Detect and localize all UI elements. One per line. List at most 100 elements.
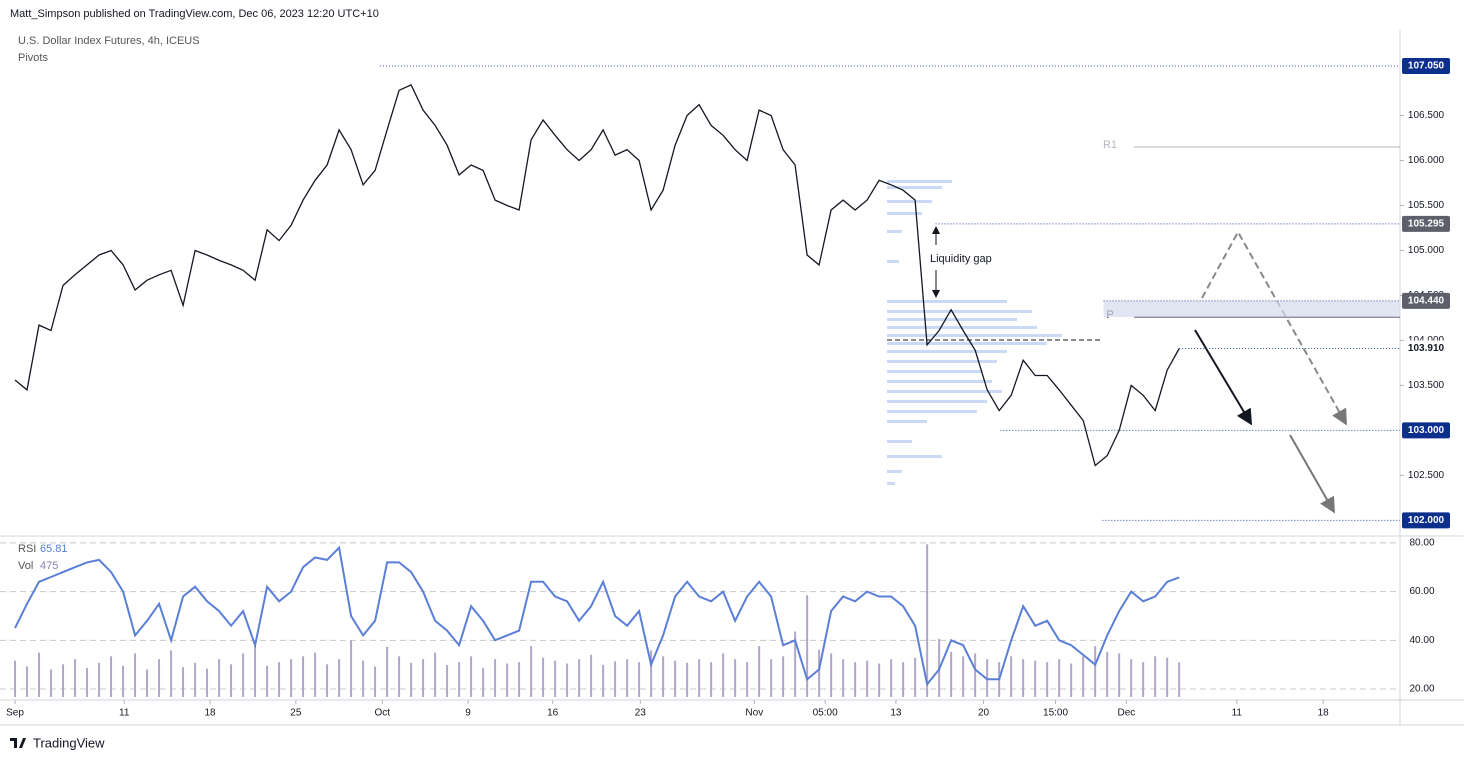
volume-bar xyxy=(254,646,257,697)
volume-bar xyxy=(974,653,977,697)
volume-bar xyxy=(326,664,329,697)
volume-bar xyxy=(542,657,545,697)
volume-bar xyxy=(110,656,113,697)
volume-bar xyxy=(1106,651,1109,697)
vol-label: Vol xyxy=(18,560,33,572)
volume-bar xyxy=(878,663,881,697)
y-tick-label: 106.000 xyxy=(1408,155,1445,166)
volume-bar xyxy=(758,646,761,697)
x-tick-label: 13 xyxy=(890,708,902,719)
volume-bar xyxy=(962,656,965,697)
price-label: 105.295 xyxy=(1408,219,1445,230)
volume-bar xyxy=(50,669,53,697)
x-tick-label: 11 xyxy=(119,708,130,719)
projection-arrow xyxy=(1194,329,1253,426)
volume-bar xyxy=(818,649,821,697)
logo: TradingView xyxy=(10,735,105,750)
volume-bar xyxy=(806,595,809,697)
volume-bar xyxy=(506,663,509,697)
x-tick-label: 11 xyxy=(1232,708,1243,719)
volume-bar xyxy=(122,665,125,697)
volume-bar xyxy=(278,662,281,697)
volume-bar xyxy=(446,665,449,697)
x-tick-label: 15:00 xyxy=(1043,708,1068,719)
volume-bar xyxy=(854,662,857,697)
volume-bar xyxy=(866,660,869,697)
pivot-label: R1 xyxy=(1103,139,1117,151)
volume-bar xyxy=(554,660,557,697)
x-tick-label: 23 xyxy=(635,708,647,719)
volume-bar xyxy=(518,662,521,697)
y-tick-label: 105.500 xyxy=(1408,200,1445,211)
x-tick-label: Sep xyxy=(6,708,24,719)
projection-arrow xyxy=(1289,434,1335,514)
volume-bar xyxy=(950,651,953,697)
volume-bar xyxy=(626,659,629,697)
volume-bar xyxy=(734,659,737,697)
volume-bar xyxy=(350,640,353,697)
volume-bar xyxy=(614,661,617,697)
volume-bar xyxy=(62,664,65,697)
volume-bar xyxy=(98,662,101,697)
projection-path xyxy=(1201,229,1347,426)
y-tick-label: 103.500 xyxy=(1408,380,1445,391)
volume-bar xyxy=(662,656,665,697)
price-label-box xyxy=(1402,422,1450,439)
y2-tick-label: 40.00 xyxy=(1409,635,1434,646)
price-label: 104.440 xyxy=(1408,295,1445,306)
price-label: 107.050 xyxy=(1408,61,1445,72)
volume-bar xyxy=(1082,656,1085,697)
volume-bar xyxy=(890,659,893,697)
price-label-box xyxy=(1402,292,1450,309)
volume-bar xyxy=(470,656,473,697)
volume-bar xyxy=(206,668,209,697)
volume-bar xyxy=(386,646,389,697)
volume-bar xyxy=(242,653,245,697)
volume-bar xyxy=(494,659,497,697)
volume-bar xyxy=(38,652,41,697)
price-label: 102.000 xyxy=(1408,515,1445,526)
volume-bar xyxy=(698,659,701,697)
volume-bar xyxy=(602,665,605,697)
volume-bar xyxy=(170,650,173,697)
price-label-box xyxy=(1402,215,1450,232)
x-tick-label: Oct xyxy=(375,708,391,719)
x-tick-label: 16 xyxy=(547,708,559,719)
volume-bar xyxy=(74,659,77,697)
volume-bar xyxy=(302,656,305,697)
volume-bar xyxy=(794,631,797,697)
volume-bar xyxy=(722,653,725,697)
volume-bar xyxy=(746,662,749,697)
x-tick-label: Dec xyxy=(1117,708,1135,719)
volume-bar xyxy=(458,662,461,697)
volume-bar xyxy=(362,660,365,697)
volume-bar xyxy=(782,656,785,697)
volume-bar xyxy=(374,666,377,697)
x-tick-label: 18 xyxy=(1318,708,1330,719)
indicator: Pivots xyxy=(18,52,48,64)
volume-bar xyxy=(710,662,713,697)
volume-bar xyxy=(1010,656,1013,697)
volume-bar xyxy=(1142,662,1145,697)
volume-bar xyxy=(638,662,641,697)
volume-bar xyxy=(1094,646,1097,697)
price-label: 103.910 xyxy=(1408,343,1445,354)
y2-tick-label: 20.00 xyxy=(1409,684,1434,695)
volume-bar xyxy=(434,652,437,697)
x-tick-label: 25 xyxy=(290,708,302,719)
x-tick-label: 05:00 xyxy=(813,708,838,719)
rsi-value: 65.81 xyxy=(40,543,68,555)
published: Matt_Simpson published on TradingView.co… xyxy=(10,8,379,20)
volume-bar xyxy=(218,659,221,697)
y-tick-label: 102.500 xyxy=(1408,470,1445,481)
volume-bar xyxy=(1118,653,1121,697)
y2-tick-label: 80.00 xyxy=(1409,538,1434,549)
volume-bar xyxy=(674,660,677,697)
price-label-box xyxy=(1402,512,1450,529)
volume-bar xyxy=(14,660,17,697)
rsi-line xyxy=(14,545,1180,687)
volume-bar xyxy=(1166,657,1169,697)
volume-bar xyxy=(86,667,89,697)
volume-bar xyxy=(194,662,197,697)
volume-bar xyxy=(266,665,269,697)
